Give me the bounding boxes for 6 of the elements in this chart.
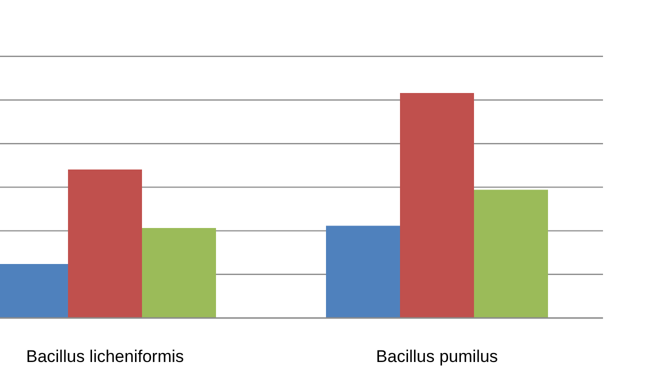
bar xyxy=(474,190,548,318)
bar xyxy=(68,170,142,318)
bar xyxy=(400,93,474,318)
bar xyxy=(142,228,216,318)
x-tick-label: Bacillus pumilus xyxy=(376,347,498,366)
x-tick-label: Bacillus licheniformis xyxy=(26,347,184,366)
